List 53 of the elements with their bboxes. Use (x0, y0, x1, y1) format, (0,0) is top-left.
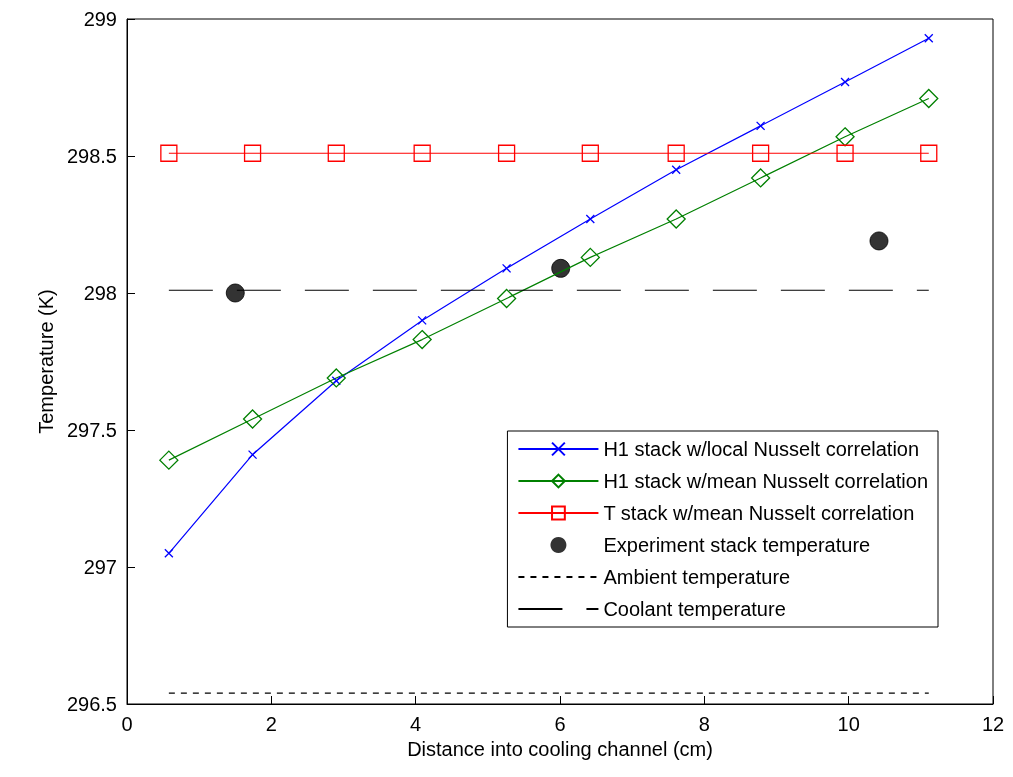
point (326, 368, 346, 388)
point (243, 144, 262, 162)
y-tick-label: 298.5 (66, 145, 117, 167)
point (919, 88, 939, 109)
point (585, 214, 595, 224)
point (551, 258, 571, 278)
x-tick-label: 2 (265, 713, 277, 735)
point (580, 247, 600, 268)
point (159, 450, 179, 470)
point (755, 121, 766, 131)
point (666, 209, 686, 229)
x-tick-label: 10 (837, 713, 860, 735)
legend-label: Ambient temperature (603, 566, 791, 588)
point (413, 144, 431, 162)
point (412, 329, 432, 350)
point (327, 144, 345, 162)
point (242, 409, 263, 429)
point (247, 450, 258, 460)
point (751, 144, 770, 162)
x-axis-title: Distance into cooling channel (cm) (407, 737, 713, 760)
point (417, 315, 427, 326)
y-tick-label: 299 (83, 8, 117, 30)
point (836, 144, 854, 162)
legend-label: Experiment stack temperature (603, 534, 871, 556)
point (225, 283, 245, 303)
point (496, 288, 517, 309)
legend-label: Coolant temperature (603, 598, 786, 620)
point (924, 33, 934, 43)
x-tick-label: 12 (981, 713, 1005, 735)
point (835, 127, 855, 147)
legend-label: H1 stack w/mean Nusselt correlation (603, 470, 929, 492)
point (164, 548, 174, 558)
x-tick-label: 0 (121, 713, 133, 735)
x-tick-label: 4 (410, 713, 422, 735)
y-tick-label: 298 (83, 282, 117, 304)
point (920, 144, 938, 162)
legend-label: H1 stack w/local Nusselt correlation (603, 438, 920, 460)
point (671, 165, 681, 175)
x-tick-label: 8 (698, 713, 710, 735)
y-tick-label: 297 (83, 556, 117, 578)
y-tick-label: 296.5 (66, 693, 117, 715)
point (667, 144, 685, 162)
point (750, 168, 771, 188)
y-axis-title: Temperature (K) (35, 289, 58, 434)
point (160, 144, 178, 162)
y-tick-label: 297.5 (66, 419, 117, 441)
point (840, 77, 850, 87)
point (869, 231, 889, 251)
point (581, 144, 599, 162)
x-tick-label: 6 (554, 713, 566, 735)
point (497, 144, 516, 162)
legend-label: T stack w/mean Nusselt correlation (603, 502, 915, 524)
point (501, 263, 512, 273)
